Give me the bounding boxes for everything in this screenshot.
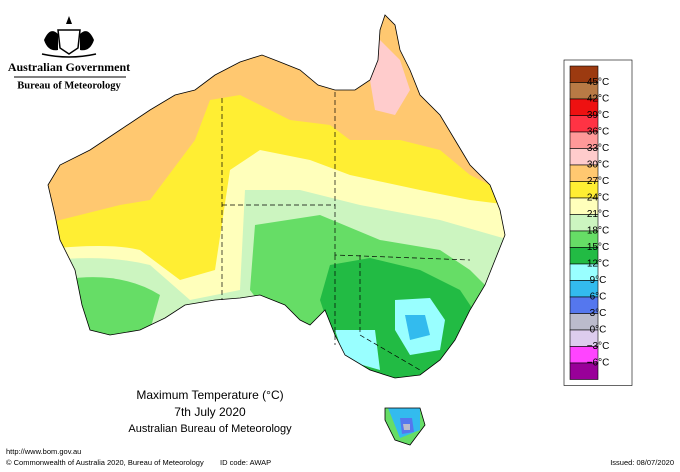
legend: 45°C 42°C 39°C 36°C 33°C 30°C 27°C 24°C 21°C 18°C… xyxy=(563,59,633,386)
legend-label: 15°C xyxy=(587,242,609,253)
legend-label: −3°C xyxy=(587,341,610,352)
legend-label: 39°C xyxy=(587,110,609,121)
state-borders xyxy=(221,92,471,371)
legend-label: 3°C xyxy=(590,308,607,319)
legend-label: 45°C xyxy=(587,77,609,88)
government-name: Australian Government xyxy=(8,60,130,74)
legend-label: 12°C xyxy=(587,259,609,270)
legend-label: 30°C xyxy=(587,160,609,171)
coat-of-arms xyxy=(41,16,97,58)
legend-label: 36°C xyxy=(587,127,609,138)
legend-swatch xyxy=(569,362,599,380)
legend-label: 9°C xyxy=(590,275,607,286)
footer-issued: Issued: 08/07/2020 xyxy=(610,458,674,467)
legend-label: 24°C xyxy=(587,193,609,204)
footer-id: ID code: AWAP xyxy=(220,458,271,467)
map-title: Maximum Temperature (°C) xyxy=(136,388,283,402)
legend-label: −6°C xyxy=(587,358,610,369)
legend-label: 0°C xyxy=(590,325,607,336)
legend-label: 21°C xyxy=(587,209,609,220)
legend-label: 6°C xyxy=(590,292,607,303)
map-date: 7th July 2020 xyxy=(174,405,246,419)
footer-url: http://www.bom.gov.au xyxy=(6,447,81,456)
legend-frame xyxy=(563,59,633,386)
legend-label: 42°C xyxy=(587,94,609,105)
legend-label: 18°C xyxy=(587,226,609,237)
coastline xyxy=(47,14,506,446)
legend-label: 33°C xyxy=(587,143,609,154)
footer-copyright: © Commonwealth of Australia 2020, Bureau… xyxy=(6,458,204,467)
map-source: Australian Bureau of Meteorology xyxy=(128,423,292,435)
legend-label: 27°C xyxy=(587,176,609,187)
agency-name: Bureau of Meteorology xyxy=(17,80,121,91)
